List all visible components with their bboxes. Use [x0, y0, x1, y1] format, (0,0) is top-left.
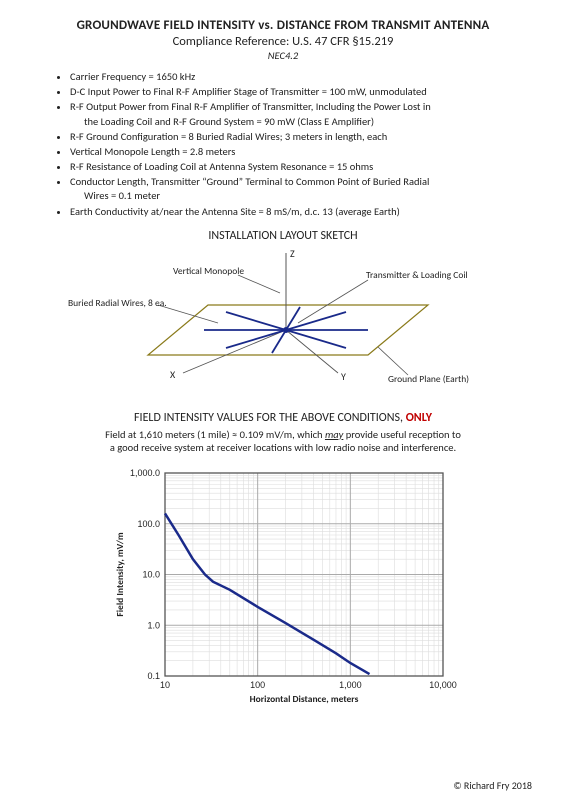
page-title: GROUNDWAVE FIELD INTENSITY vs. DISTANCE … [32, 18, 534, 33]
list-item: Earth Conductivity at/near the Antenna S… [70, 205, 534, 219]
svg-text:1,000: 1,000 [339, 680, 362, 690]
list-item: D-C Input Power to Final R-F Amplifier S… [70, 85, 534, 99]
note-c: provide useful reception to [343, 428, 461, 441]
label-buried-radials: Buried Radial Wires, 8 ea. [68, 297, 167, 309]
svg-text:100.0: 100.0 [137, 519, 160, 529]
svg-text:100: 100 [250, 680, 265, 690]
field-note: Field at 1,610 meters (1 mile) ≈ 0.109 m… [32, 428, 534, 455]
svg-text:10.0: 10.0 [142, 570, 160, 580]
sketch-title: INSTALLATION LAYOUT SKETCH [32, 229, 534, 243]
svg-text:Horizontal Distance, meters: Horizontal Distance, meters [250, 693, 359, 705]
list-item: R-F Resistance of Loading Coil at Antenn… [70, 160, 534, 174]
installation-sketch: Z X Y Vertical M [68, 245, 498, 405]
section2-title-a: FIELD INTENSITY VALUES FOR THE ABOVE CON… [134, 411, 406, 425]
y-label: Y [341, 370, 346, 383]
x-label: X [170, 368, 176, 381]
list-item: R-F Output Power from Final R-F Amplifie… [70, 100, 534, 128]
z-label: Z [290, 247, 295, 260]
list-item: Conductor Length, Transmitter “Ground” T… [70, 175, 534, 203]
field-intensity-chart: 10 100 1,000 10,000 0.1 1.0 10.0 100.0 1,000.0 Ho… [103, 461, 463, 711]
section2-title: FIELD INTENSITY VALUES FOR THE ABOVE CON… [32, 411, 534, 425]
svg-text:1.0: 1.0 [147, 620, 160, 630]
list-item: Carrier Frequency = 1650 kHz [70, 70, 534, 84]
subtitle: Compliance Reference: U.S. 47 CFR §15.21… [32, 34, 534, 49]
svg-text:1,000.0: 1,000.0 [130, 468, 160, 478]
svg-text:Field Intensity, mV/m: Field Intensity, mV/m [114, 532, 126, 617]
list-item: R-F Ground Configuration = 8 Buried Radi… [70, 130, 534, 144]
note-a: Field at 1,610 meters (1 mile) ≈ 0.109 m… [105, 428, 325, 441]
svg-text:10,000: 10,000 [429, 680, 457, 690]
copyright: © Richard Fry 2018 [453, 779, 532, 792]
ref-line: NEC4.2 [32, 49, 534, 62]
list-item-cont: the Loading Coil and R-F Ground System =… [70, 115, 534, 129]
section2-title-only: ONLY [406, 411, 432, 425]
label-vertical-monopole: Vertical Monopole [173, 265, 244, 277]
svg-text:10: 10 [160, 680, 170, 690]
list-item-text: Conductor Length, Transmitter “Ground” T… [70, 175, 429, 188]
list-item-text: R-F Output Power from Final R-F Amplifie… [70, 100, 431, 113]
note-d: a good receive system at receiver locati… [110, 441, 456, 454]
svg-text:0.1: 0.1 [147, 671, 160, 681]
list-item-cont: Wires = 0.1 meter [70, 189, 534, 203]
parameter-list: Carrier Frequency = 1650 kHz D-C Input P… [32, 70, 534, 219]
label-ground-plane: Ground Plane (Earth) [388, 373, 469, 385]
label-transmitter-coil: Transmitter & Loading Coil [366, 269, 468, 281]
note-may: may [325, 428, 343, 441]
list-item: Vertical Monopole Length = 2.8 meters [70, 145, 534, 159]
